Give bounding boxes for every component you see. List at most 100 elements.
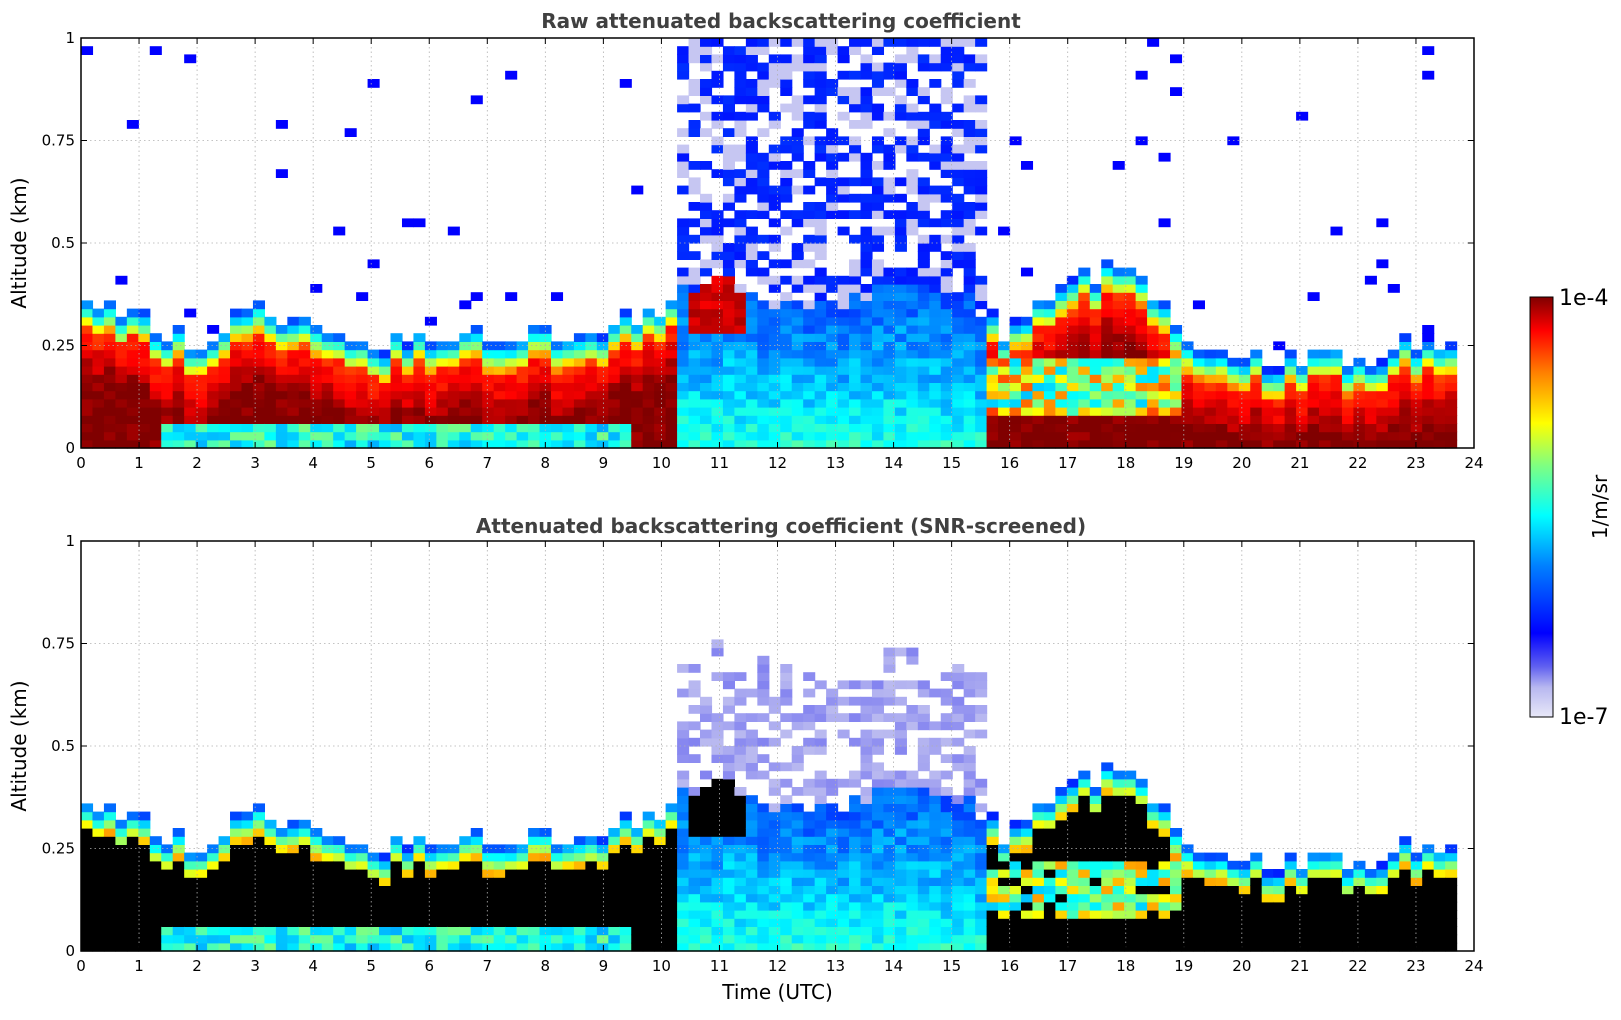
- heatmap-cell: [791, 901, 804, 911]
- heatmap-cell: [849, 803, 862, 813]
- heatmap-cell: [241, 869, 254, 878]
- heatmap-cell: [482, 415, 495, 424]
- heatmap-cell: [917, 713, 930, 722]
- heatmap-cell: [780, 844, 793, 854]
- heatmap-cell: [1158, 836, 1171, 845]
- heatmap-cell: [356, 292, 369, 301]
- heatmap-cell: [1238, 382, 1251, 392]
- heatmap-cell: [585, 407, 598, 416]
- heatmap-cell: [906, 819, 919, 829]
- colorbar-max-label: 1e-4: [1559, 286, 1608, 311]
- heatmap-cell: [1112, 885, 1125, 895]
- heatmap-cell: [1284, 431, 1297, 441]
- heatmap-cell: [367, 398, 380, 408]
- heatmap-cell: [688, 787, 701, 796]
- heatmap-cell: [1124, 787, 1137, 796]
- heatmap-cell: [470, 844, 483, 854]
- heatmap-cell: [1158, 390, 1171, 400]
- heatmap-cell: [344, 431, 357, 441]
- heatmap-cell: [1341, 934, 1355, 944]
- heatmap-cell: [768, 349, 781, 359]
- heatmap-cell: [1043, 390, 1056, 400]
- heatmap-cell: [482, 398, 495, 408]
- heatmap-cell: [975, 38, 988, 47]
- heatmap-cell: [1112, 382, 1125, 392]
- heatmap-cell: [1341, 407, 1355, 416]
- heatmap-cell: [1364, 893, 1377, 903]
- heatmap-cell: [356, 893, 369, 903]
- heatmap-cell: [436, 910, 449, 919]
- heatmap-cell: [436, 374, 449, 383]
- heatmap-cell: [734, 210, 747, 219]
- heatmap-cell: [688, 918, 701, 927]
- heatmap-cell: [711, 407, 724, 416]
- heatmap-cell: [1433, 382, 1446, 392]
- heatmap-cell: [1124, 926, 1137, 936]
- heatmap-cell: [986, 910, 999, 919]
- x-tick-label: 13: [826, 454, 845, 472]
- heatmap-cell: [585, 415, 598, 424]
- heatmap-cell: [849, 869, 862, 878]
- heatmap-cell: [883, 177, 896, 187]
- heatmap-cell: [1043, 869, 1056, 878]
- heatmap-cell: [115, 431, 128, 441]
- heatmap-cell: [356, 366, 369, 375]
- heatmap-cell: [1032, 308, 1045, 318]
- heatmap-cell: [1170, 390, 1183, 400]
- heatmap-cell: [791, 423, 804, 433]
- heatmap-cell: [917, 152, 930, 162]
- heatmap-cell: [952, 754, 965, 763]
- heatmap-cell: [952, 120, 965, 129]
- heatmap-cell: [470, 292, 483, 301]
- heatmap-cell: [447, 349, 460, 359]
- heatmap-cell: [539, 934, 552, 944]
- heatmap-cell: [929, 300, 942, 310]
- heatmap-cell: [1261, 407, 1274, 416]
- heatmap-cell: [688, 828, 701, 837]
- heatmap-cell: [814, 152, 827, 162]
- heatmap-cell: [1319, 860, 1332, 870]
- heatmap-cell: [333, 366, 346, 375]
- heatmap-cell: [218, 836, 231, 845]
- heatmap-cell: [1078, 926, 1091, 936]
- heatmap-cell: [757, 341, 770, 351]
- heatmap-cell: [700, 46, 713, 55]
- heatmap-cell: [975, 357, 988, 367]
- heatmap-cell: [849, 275, 862, 285]
- heatmap-cell: [195, 398, 208, 408]
- heatmap-cell: [1135, 415, 1148, 424]
- heatmap-cell: [700, 267, 713, 277]
- heatmap-cell: [894, 111, 907, 121]
- heatmap-cell: [230, 390, 243, 400]
- heatmap-cell: [631, 423, 644, 433]
- heatmap-cell: [963, 934, 976, 944]
- heatmap-cell: [871, 819, 885, 829]
- heatmap-cell: [952, 934, 965, 944]
- heatmap-cell: [654, 901, 667, 911]
- heatmap-cell: [1078, 308, 1091, 318]
- heatmap-cell: [333, 852, 346, 862]
- heatmap-cell: [1319, 893, 1332, 903]
- heatmap-cell: [1227, 407, 1240, 416]
- heatmap-cell: [688, 423, 701, 433]
- heatmap-cell: [745, 62, 758, 72]
- heatmap-cell: [860, 942, 873, 952]
- heatmap-cell: [871, 423, 885, 433]
- heatmap-cell: [1353, 885, 1366, 895]
- heatmap-cell: [940, 431, 953, 441]
- heatmap-cell: [734, 243, 747, 252]
- heatmap-cell: [126, 901, 139, 911]
- heatmap-cell: [264, 390, 277, 400]
- heatmap-cell: [1135, 918, 1148, 927]
- heatmap-cell: [826, 893, 839, 903]
- heatmap-cell: [310, 877, 323, 886]
- heatmap-cell: [115, 910, 128, 919]
- heatmap-cell: [573, 407, 586, 416]
- x-tick-label: 17: [1058, 454, 1077, 472]
- heatmap-cell: [1422, 893, 1435, 903]
- heatmap-cell: [860, 366, 873, 375]
- heatmap-cell: [1227, 918, 1240, 927]
- heatmap-cell: [963, 910, 976, 919]
- heatmap-cell: [826, 431, 839, 441]
- heatmap-cell: [952, 877, 965, 886]
